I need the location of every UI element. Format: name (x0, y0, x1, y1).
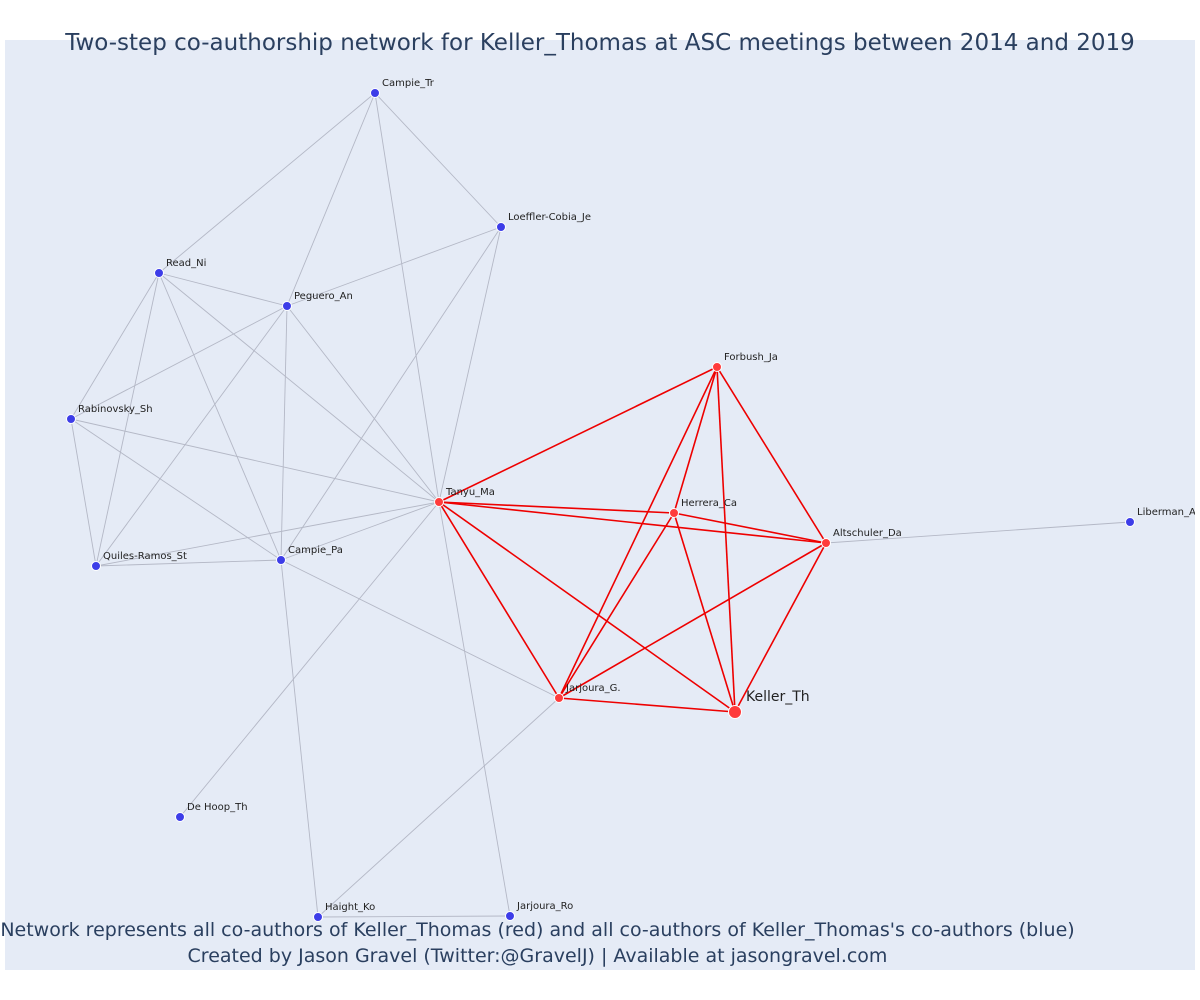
edge-campie-tr-peguero-an (286, 92, 376, 307)
edge-rabinovsky-sh-campie-pa (70, 418, 282, 561)
edge-haight-ko-jarjoura-g (317, 697, 560, 918)
edge-read-ni-rabinovsky-sh (70, 272, 160, 420)
edge-herrera-ca-altschuler-da (673, 512, 827, 544)
edge-loeffler-cobia-je-tanyu-ma (438, 226, 502, 503)
edge-read-ni-peguero-an (158, 272, 288, 307)
node-liberman-ak[interactable] (1125, 517, 1135, 527)
edge-campie-tr-loeffler-cobia-je (374, 92, 502, 228)
edge-campie-tr-read-ni (158, 92, 376, 274)
node-peguero-an[interactable] (282, 301, 292, 311)
edge-peguero-an-quiles-ramos-st (95, 305, 288, 567)
edge-loeffler-cobia-je-campie-pa (280, 226, 502, 561)
edge-campie-tr-tanyu-ma (374, 92, 440, 503)
node-label-forbush-ja: Forbush_Ja (724, 352, 778, 363)
edges-layer (70, 92, 1131, 918)
node-altschuler-da[interactable] (821, 538, 831, 548)
edge-altschuler-da-keller-th (734, 542, 827, 713)
footer-credit: Created by Jason Gravel (Twitter:@Gravel… (187, 945, 888, 967)
edge-jarjoura-g-keller-th (558, 697, 736, 713)
node-tanyu-ma[interactable] (434, 497, 444, 507)
node-label-de-hoop-th: De Hoop_Th (187, 802, 248, 813)
edge-altschuler-da-jarjoura-g (558, 542, 827, 699)
node-read-ni[interactable] (154, 268, 164, 278)
edge-tanyu-ma-herrera-ca (438, 501, 675, 514)
plot-area (5, 40, 1195, 970)
edge-haight-ko-jarjoura-ro (317, 915, 511, 918)
edge-peguero-an-rabinovsky-sh (70, 305, 288, 420)
node-label-herrera-ca: Herrera_Ca (681, 498, 737, 509)
node-label-quiles-ramos-st: Quiles-Ramos_St (103, 551, 187, 562)
edge-rabinovsky-sh-tanyu-ma (70, 418, 440, 503)
node-keller-th[interactable] (728, 705, 742, 719)
edge-read-ni-tanyu-ma (158, 272, 440, 503)
chart-title: Two-step co-authorship network for Kelle… (65, 30, 1135, 56)
edge-tanyu-ma-keller-th (438, 501, 736, 713)
node-jarjoura-g[interactable] (554, 693, 564, 703)
edge-campie-pa-haight-ko (280, 559, 319, 918)
node-label-campie-pa: Campie_Pa (288, 545, 343, 556)
node-campie-tr[interactable] (370, 88, 380, 98)
node-herrera-ca[interactable] (669, 508, 679, 518)
node-label-rabinovsky-sh: Rabinovsky_Sh (78, 404, 153, 415)
node-label-peguero-an: Peguero_An (294, 291, 353, 302)
node-label-altschuler-da: Altschuler_Da (833, 528, 902, 539)
nodes-layer: Campie_Tr Loeffler-Cobia_Je Read_Ni Peguero… (66, 78, 1200, 922)
node-campie-pa[interactable] (276, 555, 286, 565)
node-label-haight-ko: Haight_Ko (325, 902, 375, 913)
edge-herrera-ca-keller-th (673, 512, 736, 713)
node-label-campie-tr: Campie_Tr (382, 78, 435, 89)
edge-read-ni-campie-pa (158, 272, 282, 561)
node-de-hoop-th[interactable] (175, 812, 185, 822)
edge-altschuler-da-liberman-ak (825, 521, 1131, 544)
node-label-tanyu-ma: Tanyu_Ma (445, 487, 495, 498)
node-label-jarjoura-g: Jarjoura_G. (565, 683, 621, 694)
edge-tanyu-ma-altschuler-da (438, 501, 827, 544)
edge-quiles-ramos-st-tanyu-ma (95, 501, 440, 567)
node-haight-ko[interactable] (313, 912, 323, 922)
edge-tanyu-ma-forbush-ja (438, 366, 718, 503)
node-label-keller-th: Keller_Th (746, 689, 810, 705)
edge-tanyu-ma-de-hoop-th (179, 501, 440, 818)
edge-tanyu-ma-jarjoura-ro (438, 501, 511, 917)
edge-tanyu-ma-jarjoura-g (438, 501, 560, 699)
edge-peguero-an-tanyu-ma (286, 305, 440, 503)
edge-campie-pa-jarjoura-g (280, 559, 560, 699)
node-loeffler-cobia-je[interactable] (496, 222, 506, 232)
node-quiles-ramos-st[interactable] (91, 561, 101, 571)
edge-quiles-ramos-st-campie-pa (95, 559, 282, 567)
edge-peguero-an-campie-pa (280, 305, 288, 561)
node-forbush-ja[interactable] (712, 362, 722, 372)
node-rabinovsky-sh[interactable] (66, 414, 76, 424)
edge-forbush-ja-keller-th (716, 366, 736, 713)
edge-forbush-ja-jarjoura-g (558, 366, 718, 699)
node-label-liberman-ak: Liberman_Ak (1137, 507, 1200, 518)
edge-herrera-ca-jarjoura-g (558, 512, 675, 699)
node-label-read-ni: Read_Ni (166, 258, 206, 269)
edge-rabinovsky-sh-quiles-ramos-st (70, 418, 97, 567)
footer-note: Network represents all co-authors of Kel… (0, 919, 1075, 941)
node-label-loeffler-cobia-je: Loeffler-Cobia_Je (508, 212, 591, 223)
edge-forbush-ja-altschuler-da (716, 366, 827, 544)
node-jarjoura-ro[interactable] (505, 911, 515, 921)
node-label-jarjoura-ro: Jarjoura_Ro (516, 901, 573, 912)
edge-loeffler-cobia-je-peguero-an (286, 226, 502, 307)
edge-campie-pa-tanyu-ma (280, 501, 440, 561)
edge-forbush-ja-herrera-ca (673, 366, 718, 514)
edge-read-ni-quiles-ramos-st (95, 272, 160, 567)
